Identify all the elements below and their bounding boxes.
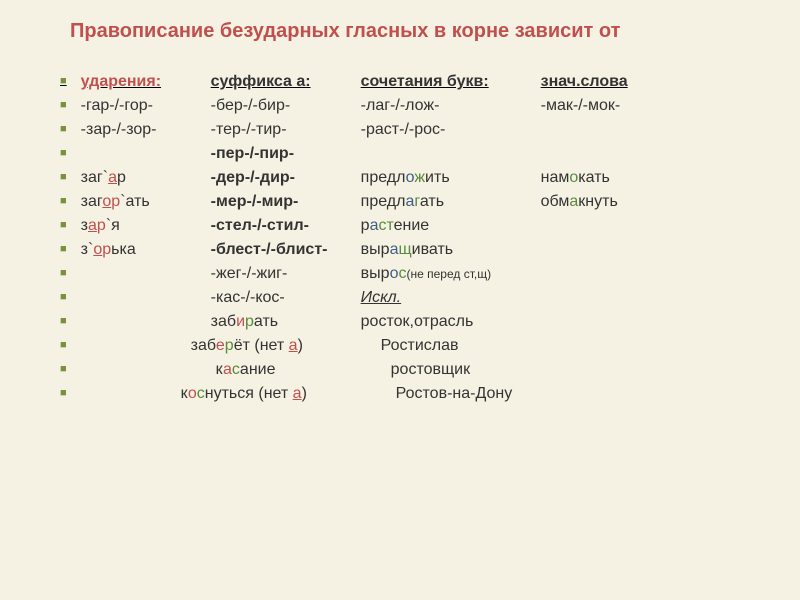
cell: Ростислав [381,337,561,355]
cell: -кас-/-кос- [211,289,361,307]
row-6: ■ зар`я -стел-/-стил- растение [60,217,770,235]
cell: -раст-/-рос- [361,121,541,139]
row-9: ■ -кас-/-кос- Искл. [60,289,770,307]
row-8: ■ -жег-/-жиг- вырос(не перед ст,щ) [60,265,770,283]
row-13: ■ коснуться (нет а) Ростов-на-Дону [60,385,770,403]
cell: -тер-/-тир- [211,121,361,139]
cell: намокать [541,169,610,187]
bullet-icon: ■ [60,195,67,207]
bullet-icon: ■ [60,315,67,327]
header-col-a: ударения: [81,73,211,91]
cell: -лаг-/-лож- [361,97,541,115]
cell: выращивать [361,241,541,259]
cell: растение [361,217,541,235]
cell: ростовщик [391,361,571,379]
cell: заберёт (нет а) [191,337,381,355]
row-2: ■ -зар-/-зор- -тер-/-тир- -раст-/-рос- [60,121,770,139]
cell: заг`ар [81,169,211,187]
cell: предлагать [361,193,541,211]
content-area: ■ ударения: суффикса а: сочетания букв: … [30,73,770,403]
header-col-d: знач.слова [541,73,628,91]
bullet-icon: ■ [60,363,67,375]
cell: зар`я [81,217,211,235]
row-3: ■ -пер-/-пир- [60,145,770,163]
cell: Искл. [361,289,541,307]
cell: -мак-/-мок- [541,97,621,115]
header-row: ■ ударения: суффикса а: сочетания букв: … [60,73,770,91]
row-10: ■ забирать росток,отрасль [60,313,770,331]
bullet-icon: ■ [60,99,67,111]
row-4: ■ заг`ар -дер-/-дир- предложить намокать [60,169,770,187]
bullet-icon: ■ [60,243,67,255]
row-11: ■ заберёт (нет а) Ростислав [60,337,770,355]
row-12: ■ касание ростовщик [60,361,770,379]
row-1: ■ -гар-/-гор- -бер-/-бир- -лаг-/-лож- -м… [60,97,770,115]
row-5: ■ загор`ать -мер-/-мир- предлагать обмак… [60,193,770,211]
cell: -жег-/-жиг- [211,265,361,283]
cell: вырос(не перед ст,щ) [361,265,541,283]
bullet-icon: ■ [60,267,67,279]
bullet-icon: ■ [60,147,67,159]
bullet-icon: ■ [60,339,67,351]
slide-title: Правописание безударных гласных в корне … [30,20,770,43]
bullet-icon: ■ [60,291,67,303]
header-col-b: суффикса а: [211,73,361,91]
cell: забирать [211,313,361,331]
cell: Ростов-на-Дону [396,385,576,403]
cell: касание [216,361,391,379]
cell: -бер-/-бир- [211,97,361,115]
header-col-c: сочетания букв: [361,73,541,91]
cell: -мер-/-мир- [211,193,361,211]
cell: -зар-/-зор- [81,121,211,139]
bullet-icon: ■ [60,171,67,183]
cell: з`орька [81,241,211,259]
cell: -дер-/-дир- [211,169,361,187]
bullet-icon: ■ [60,219,67,231]
row-7: ■ з`орька -блест-/-блист- выращивать [60,241,770,259]
cell: -стел-/-стил- [211,217,361,235]
cell: -гар-/-гор- [81,97,211,115]
cell: -пер-/-пир- [211,145,361,163]
cell: предложить [361,169,541,187]
cell: загор`ать [81,193,211,211]
cell: обмакнуть [541,193,618,211]
cell: коснуться (нет а) [181,385,396,403]
cell: -блест-/-блист- [211,241,361,259]
bullet-icon: ■ [60,123,67,135]
bullet-icon: ■ [60,75,67,87]
bullet-icon: ■ [60,387,67,399]
cell: росток,отрасль [361,313,541,331]
